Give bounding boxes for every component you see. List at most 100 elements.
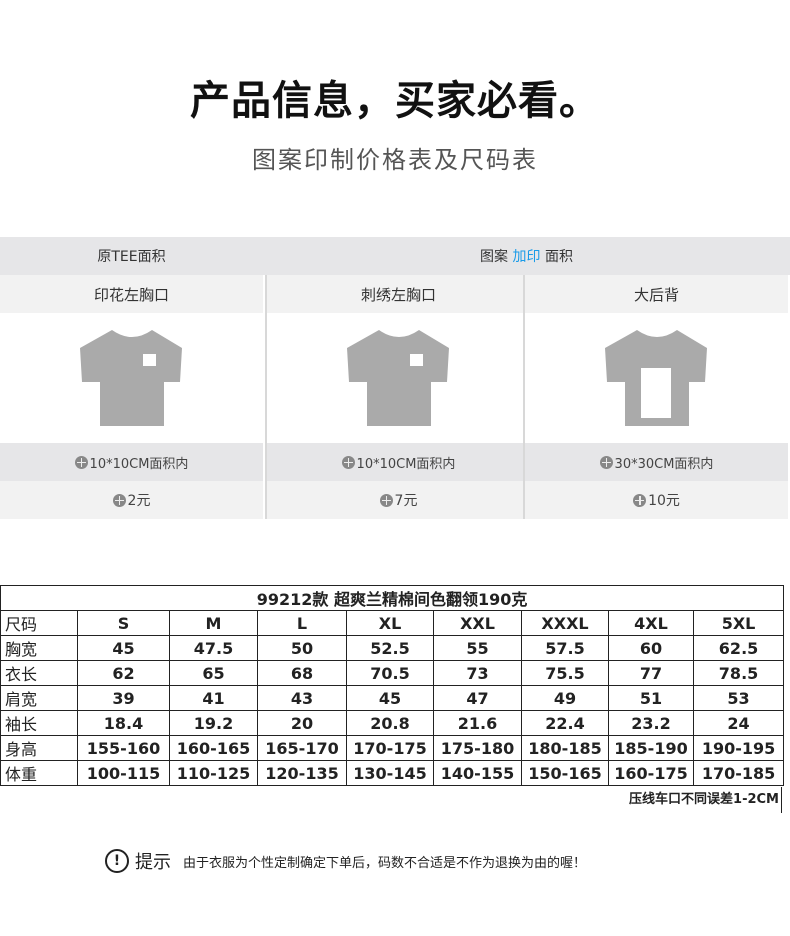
- table-row: 袖长 18.4 19.2 20 20.8 21.6 22.4 23.2 24: [0, 710, 785, 736]
- table-cell: 47: [433, 685, 522, 711]
- size-header: XXXL: [521, 610, 609, 636]
- table-cell: 155-160: [77, 735, 170, 761]
- print-area-label-pre: 图案: [480, 249, 513, 265]
- size-header: 4XL: [608, 610, 694, 636]
- table-cell: 190-195: [692, 735, 785, 761]
- print-option-column: 大后背 30*30CM面积内 10元: [525, 275, 788, 519]
- plus-circle-icon: [599, 455, 613, 469]
- column-divider: [523, 275, 525, 519]
- print-position-label: 刺绣左胸口: [267, 275, 530, 313]
- size-header: M: [169, 610, 258, 636]
- table-cell: 68: [257, 660, 347, 686]
- table-cell: 60: [608, 635, 694, 661]
- table-cell: 78.5: [692, 660, 785, 686]
- tshirt-icon: [346, 330, 449, 426]
- table-cell: 70.5: [346, 660, 434, 686]
- row-label: 体重: [0, 760, 78, 786]
- table-cell: 24: [692, 710, 785, 736]
- page-title: 产品信息，买家必看。: [190, 78, 600, 124]
- size-table: 99212款 超爽兰精棉间色翻领190克 尺码 S M L XL XXL XXXL 4XL 5XL…: [0, 585, 785, 786]
- tshirt-icon: [604, 330, 707, 426]
- table-cell: 62: [77, 660, 170, 686]
- row-label: 袖长: [0, 710, 78, 736]
- pricing-header: 原TEE面积 图案 加印 面积: [0, 237, 790, 275]
- page-subtitle: 图案印制价格表及尺码表: [252, 146, 538, 174]
- table-cell: 20.8: [346, 710, 434, 736]
- table-row: 肩宽 39 41 43 45 47 49 51 53: [0, 685, 785, 711]
- table-cell: 75.5: [521, 660, 609, 686]
- table-cell: 53: [692, 685, 785, 711]
- table-cell: 77: [608, 660, 694, 686]
- table-cell: 19.2: [169, 710, 258, 736]
- size-header: XL: [346, 610, 434, 636]
- table-cell: 20: [257, 710, 347, 736]
- table-cell: 23.2: [608, 710, 694, 736]
- table-row: 体重 100-115 110-125 120-135 130-145 140-155 150…: [0, 760, 785, 786]
- print-area-label: 图案 加印 面积: [263, 237, 790, 275]
- table-cell: 160-175: [608, 760, 694, 786]
- print-price: 10元: [525, 481, 788, 519]
- tip-text: 由于衣服为个性定制确定下单后，码数不合适是不作为退换为由的喔！: [183, 855, 587, 871]
- table-cell: 100-115: [77, 760, 170, 786]
- row-label: 胸宽: [0, 635, 78, 661]
- tip-label: 提示: [135, 852, 171, 873]
- table-cell: 41: [169, 685, 258, 711]
- table-cell: 175-180: [433, 735, 522, 761]
- plus-circle-icon: [633, 493, 647, 507]
- plus-circle-icon: [74, 455, 88, 469]
- print-price: 7元: [267, 481, 530, 519]
- print-option-column: 印花左胸口 10*10CM面积内 2元: [0, 275, 263, 519]
- table-title-row: 99212款 超爽兰精棉间色翻领190克: [0, 585, 785, 611]
- size-header: XXL: [433, 610, 522, 636]
- table-row: 身高 155-160 160-165 165-170 170-175 175-180 180…: [0, 735, 785, 761]
- print-price: 2元: [0, 481, 263, 519]
- table-cell: 57.5: [521, 635, 609, 661]
- table-cell: 160-165: [169, 735, 258, 761]
- print-area-highlight: 加印: [512, 249, 541, 265]
- tip-notice: ! 提示 由于衣服为个性定制确定下单后，码数不合适是不作为退换为由的喔！: [105, 848, 586, 874]
- row-label: 肩宽: [0, 685, 78, 711]
- table-cell: 170-175: [346, 735, 434, 761]
- table-cell: 18.4: [77, 710, 170, 736]
- table-cell: 140-155: [433, 760, 522, 786]
- table-cell: 45: [346, 685, 434, 711]
- size-tolerance-note: 压线车口不同误差1-2CM: [560, 787, 782, 813]
- table-title: 99212款 超爽兰精棉间色翻领190克: [0, 585, 785, 611]
- table-cell: 180-185: [521, 735, 609, 761]
- table-cell: 22.4: [521, 710, 609, 736]
- print-area-size: 10*10CM面积内: [267, 443, 530, 481]
- table-cell: 110-125: [169, 760, 258, 786]
- table-cell: 45: [77, 635, 170, 661]
- original-tee-area-label: 原TEE面积: [97, 249, 166, 265]
- print-option-column: 刺绣左胸口 10*10CM面积内 7元: [267, 275, 530, 519]
- print-position-label: 印花左胸口: [0, 275, 263, 313]
- plus-circle-icon: [379, 493, 393, 507]
- table-cell: 130-145: [346, 760, 434, 786]
- table-cell: 50: [257, 635, 347, 661]
- print-area-label-post: 面积: [540, 249, 573, 265]
- table-cell: 73: [433, 660, 522, 686]
- table-cell: 65: [169, 660, 258, 686]
- table-header-row: 尺码 S M L XL XXL XXXL 4XL 5XL: [0, 610, 785, 636]
- table-row: 衣长 62 65 68 70.5 73 75.5 77 78.5: [0, 660, 785, 686]
- size-header: L: [257, 610, 347, 636]
- table-cell: 55: [433, 635, 522, 661]
- table-cell: 165-170: [257, 735, 347, 761]
- row-label: 衣长: [0, 660, 78, 686]
- table-cell: 62.5: [692, 635, 785, 661]
- print-area-size: 10*10CM面积内: [0, 443, 263, 481]
- size-header: 5XL: [692, 610, 785, 636]
- table-cell: 21.6: [433, 710, 522, 736]
- table-row: 胸宽 45 47.5 50 52.5 55 57.5 60 62.5: [0, 635, 785, 661]
- table-cell: 49: [521, 685, 609, 711]
- print-area-size: 30*30CM面积内: [525, 443, 788, 481]
- table-cell: 51: [608, 685, 694, 711]
- print-position-label: 大后背: [525, 275, 788, 313]
- plus-circle-icon: [341, 455, 355, 469]
- exclamation-circle-icon: !: [105, 849, 129, 873]
- table-cell: 43: [257, 685, 347, 711]
- table-cell: 39: [77, 685, 170, 711]
- row-label: 尺码: [0, 610, 78, 636]
- tshirt-icon: [79, 330, 182, 426]
- table-cell: 170-185: [692, 760, 785, 786]
